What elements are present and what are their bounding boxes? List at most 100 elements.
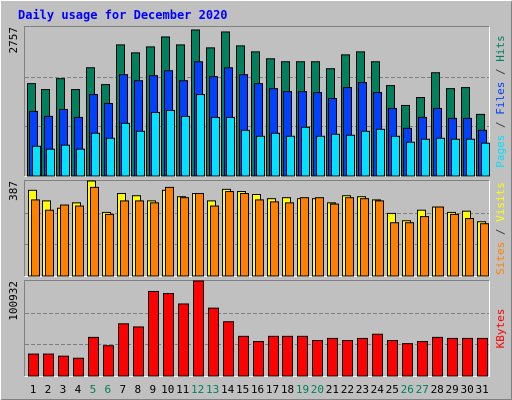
bar [436, 137, 445, 177]
x-tick-label: 1 [30, 383, 37, 396]
bar [357, 337, 368, 377]
bar [417, 341, 428, 377]
bar [150, 202, 159, 277]
x-tick-label: 25 [386, 383, 399, 396]
bar [420, 216, 429, 277]
bar [432, 336, 443, 377]
bar [301, 126, 310, 177]
bar [405, 222, 414, 277]
bar [316, 135, 325, 177]
bar [193, 280, 204, 377]
legend-entry: Pages [494, 135, 507, 168]
x-tick-label: 4 [75, 383, 82, 396]
bar [256, 135, 265, 177]
bar [46, 148, 55, 177]
bar [238, 335, 249, 377]
bar [270, 201, 279, 277]
bar [165, 186, 174, 277]
bar [73, 357, 84, 377]
bar [346, 134, 355, 177]
bar [88, 336, 99, 377]
bar [31, 199, 40, 277]
legend-entry: Files [494, 82, 507, 115]
bar [462, 337, 473, 377]
bar [345, 197, 354, 277]
bar [477, 337, 488, 377]
bar [268, 335, 279, 377]
x-tick-label: 18 [281, 383, 294, 396]
bar [136, 130, 145, 177]
bar [195, 193, 204, 277]
panel-edge-dark [24, 26, 490, 177]
bar [271, 132, 280, 177]
chart-title: Daily usage for December 2020 [18, 8, 228, 22]
bar [391, 135, 400, 177]
bar [286, 135, 295, 177]
x-tick-label: 19 [296, 383, 309, 396]
bar [178, 303, 189, 377]
x-tick-label: 31 [475, 383, 488, 396]
bar [105, 213, 114, 277]
bar [106, 137, 115, 177]
bar [300, 197, 309, 277]
x-tick-label: 29 [446, 383, 459, 396]
bar [103, 345, 114, 377]
bar [225, 191, 234, 277]
bar [342, 340, 353, 377]
bar [226, 116, 235, 177]
bar [376, 128, 385, 177]
bar [480, 223, 489, 277]
legend-separator: / [494, 222, 507, 242]
x-tick-label: 20 [311, 383, 324, 396]
bar [387, 340, 398, 377]
bar [118, 323, 129, 377]
bar [43, 353, 54, 377]
bar [61, 144, 70, 177]
bar [58, 355, 69, 377]
bar [390, 222, 399, 277]
x-tick-label: 27 [416, 383, 429, 396]
x-tick-label: 8 [134, 383, 141, 396]
bar [297, 335, 308, 377]
bar [447, 337, 458, 377]
bar [28, 353, 39, 377]
legend-entry: Sites [494, 242, 507, 275]
bar [133, 326, 144, 377]
bar [466, 138, 475, 177]
bar [361, 130, 370, 177]
y-tick-label: 387 [7, 181, 20, 201]
bar [163, 293, 174, 377]
legend: KBytes [494, 309, 507, 349]
legend-separator: / [494, 62, 507, 82]
bar [372, 333, 383, 377]
bar [148, 290, 159, 377]
x-tick-label: 13 [206, 383, 219, 396]
bar [120, 200, 129, 277]
x-tick-label: 7 [120, 383, 127, 396]
bar [90, 186, 99, 277]
bar [435, 206, 444, 277]
x-tick-label: 15 [236, 383, 249, 396]
panel-edge-dark [24, 280, 490, 377]
bar [121, 122, 130, 177]
bar [91, 132, 100, 177]
bar [196, 94, 205, 177]
bar [331, 133, 340, 177]
bar [151, 111, 160, 177]
x-tick-label: 10 [161, 383, 174, 396]
x-tick-label: 23 [356, 383, 369, 396]
bar [76, 148, 85, 177]
bar [330, 203, 339, 277]
x-tick-label: 3 [60, 383, 67, 396]
bar [315, 197, 324, 277]
legend: Pages / Files / Hits [494, 35, 507, 168]
bar [451, 138, 460, 177]
bar [211, 116, 220, 177]
legend-entry: KBytes [494, 309, 507, 349]
x-tick-label: 16 [251, 383, 264, 396]
bar [253, 341, 264, 377]
bar [241, 129, 250, 177]
bar [481, 142, 490, 177]
